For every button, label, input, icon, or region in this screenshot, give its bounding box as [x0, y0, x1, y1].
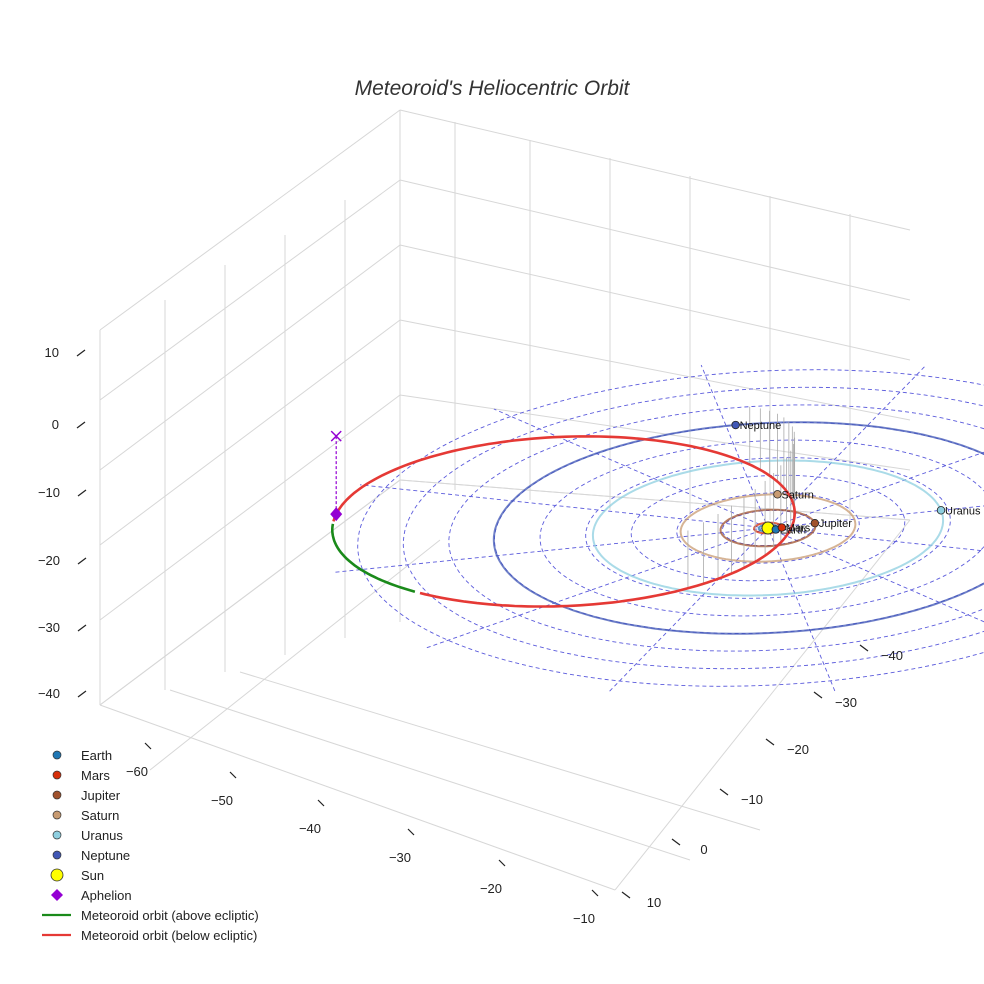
- z-tick-label: −20: [38, 553, 60, 568]
- legend-marker: [50, 868, 64, 882]
- z-tick-label: −10: [38, 485, 60, 500]
- grid-line: [169, 689, 691, 861]
- legend-label: Earth: [81, 748, 112, 763]
- x-tick-label: −10: [573, 911, 595, 926]
- planet-label-neptune: Neptune: [740, 420, 782, 432]
- planet-label-uranus: Uranus: [945, 505, 981, 517]
- x-tick: [591, 889, 599, 897]
- grid-line: [399, 244, 911, 361]
- axes-box-grid: [99, 109, 911, 891]
- orbit-jupiter: [719, 508, 817, 548]
- ecliptic-radial-line: [426, 451, 984, 649]
- y-tick: [719, 788, 729, 796]
- z-tick-label: −30: [38, 620, 60, 635]
- grid-line: [99, 704, 616, 891]
- grid-line: [399, 479, 911, 521]
- planet-label-earth: Earth: [780, 524, 806, 536]
- orbit-saturn: [679, 493, 857, 563]
- x-tick: [229, 771, 237, 779]
- meteoroid-orbit-above: [330, 523, 416, 593]
- z-tick: [76, 349, 86, 357]
- z-tick: [77, 690, 87, 698]
- grid-line: [99, 479, 401, 706]
- grid-line: [239, 671, 761, 831]
- legend-label: Aphelion: [81, 888, 132, 903]
- grid-line: [399, 319, 911, 421]
- z-tick: [76, 421, 86, 429]
- y-tick: [671, 838, 681, 846]
- legend-marker: [51, 889, 63, 901]
- z-tick: [77, 489, 87, 497]
- aphelion-marker: [330, 507, 343, 522]
- y-tick-label: 0: [700, 842, 707, 857]
- z-tick-label: 0: [52, 417, 59, 432]
- planet-jupiter: [810, 519, 820, 528]
- legend-label: Mars: [81, 768, 110, 783]
- orbit-neptune: [492, 421, 984, 635]
- ecliptic-radial-line: [493, 408, 984, 623]
- x-tick: [144, 742, 152, 750]
- y-tick: [621, 891, 631, 899]
- planet-saturn: [773, 490, 782, 499]
- legend-label: Neptune: [81, 848, 130, 863]
- y-tick-label: −10: [741, 792, 763, 807]
- legend-label: Sun: [81, 868, 104, 883]
- legend-label: Meteoroid orbit (above ecliptic): [81, 908, 259, 923]
- planet-mars: [777, 523, 787, 532]
- grid-line: [399, 179, 911, 301]
- y-tick: [765, 738, 775, 746]
- y-tick-label: −20: [787, 742, 809, 757]
- planet-label-saturn: Saturn: [781, 489, 813, 501]
- legend-label: Jupiter: [81, 788, 121, 803]
- axis-ticks: 10 0 −10 −20 −30 −40 −60 −50 −40 −30 −20 −10 −40 −30 −…: [38, 345, 903, 926]
- y-tick: [859, 644, 869, 652]
- x-tick-label: −30: [389, 850, 411, 865]
- legend: Earth Mars Jupiter Saturn Uranus Neptune Sun Ap…: [42, 748, 259, 943]
- grid-line: [99, 244, 401, 471]
- grid-line: [99, 109, 401, 331]
- z-tick: [77, 624, 87, 632]
- y-tick-label: 10: [647, 895, 661, 910]
- x-tick-label: −20: [480, 881, 502, 896]
- meteoroid-orbit: [330, 406, 797, 608]
- grid-line: [99, 394, 401, 621]
- aphelion-top-marker: [330, 430, 342, 442]
- grid-line: [399, 109, 911, 231]
- legend-marker: [52, 810, 62, 820]
- legend-marker: [52, 770, 62, 780]
- z-tick-label: −40: [38, 686, 60, 701]
- y-tick-label: −30: [835, 695, 857, 710]
- x-tick: [407, 828, 415, 836]
- grid-line: [149, 539, 441, 771]
- x-tick-label: −60: [126, 764, 148, 779]
- grid-line: [99, 319, 401, 546]
- planet-label-jupiter: Jupiter: [819, 518, 852, 530]
- orbit-uranus: [591, 459, 945, 597]
- z-tick-label: 10: [45, 345, 59, 360]
- legend-marker: [52, 850, 62, 860]
- planet-neptune: [731, 420, 740, 430]
- chart-title: Meteoroid's Heliocentric Orbit: [355, 77, 631, 100]
- grid-line: [99, 179, 401, 401]
- x-tick: [498, 859, 506, 867]
- meteoroid-orbit-below: [335, 435, 797, 608]
- grid-line: [399, 394, 911, 471]
- y-tick: [813, 691, 823, 699]
- planet-label-mars: Mars: [786, 523, 811, 535]
- x-tick-label: −40: [299, 821, 321, 836]
- z-tick: [77, 557, 87, 565]
- x-tick-label: −50: [211, 793, 233, 808]
- legend-marker: [52, 750, 62, 760]
- x-tick: [317, 799, 325, 807]
- y-tick-label: −40: [881, 648, 903, 663]
- legend-label: Uranus: [81, 828, 123, 843]
- legend-marker: [52, 830, 62, 840]
- legend-label: Saturn: [81, 808, 119, 823]
- legend-marker: [52, 790, 62, 800]
- planet-uranus: [936, 506, 946, 515]
- legend-label: Meteoroid orbit (below ecliptic): [81, 928, 257, 943]
